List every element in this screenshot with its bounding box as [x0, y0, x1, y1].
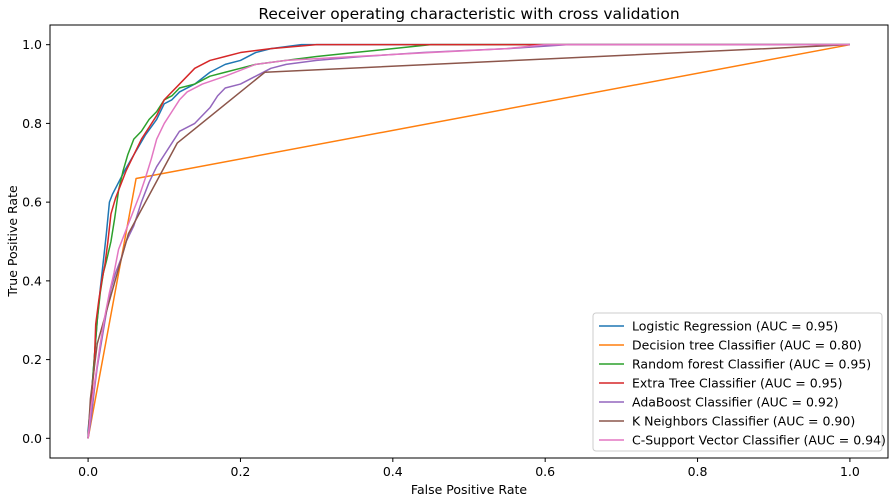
legend-entry: Decision tree Classifier (AUC = 0.80) [632, 338, 862, 353]
legend-entry: K Neighbors Classifier (AUC = 0.90) [632, 414, 855, 429]
legend-entry: Logistic Regression (AUC = 0.95) [632, 319, 838, 334]
series-line-4 [87, 43, 850, 439]
y-axis-ticks: 0.0 0.2 0.4 0.6 0.8 1.0 [22, 37, 50, 446]
y-tick-label: 0.2 [22, 352, 42, 367]
legend: Logistic Regression (AUC = 0.95) Decision… [592, 312, 886, 452]
x-tick-label: 0.6 [535, 464, 555, 479]
y-tick-label: 0.6 [22, 195, 42, 210]
y-tick-label: 0.8 [22, 116, 42, 131]
y-tick-label: 0.4 [22, 273, 42, 288]
legend-entry: Extra Tree Classifier (AUC = 0.95) [632, 376, 842, 391]
legend-entry: Random forest Classifier (AUC = 0.95) [632, 357, 871, 372]
x-tick-label: 0.8 [688, 464, 708, 479]
series-line-2 [87, 43, 851, 439]
legend-entry: C-Support Vector Classifier (AUC = 0.94) [632, 433, 886, 448]
x-tick-label: 0.4 [383, 464, 403, 479]
x-tick-label: 0.0 [78, 464, 98, 479]
x-tick-label: 0.2 [231, 464, 251, 479]
y-tick-label: 0.0 [22, 431, 42, 446]
series-lines [87, 43, 851, 439]
chart-title: Receiver operating characteristic with c… [258, 5, 679, 23]
y-tick-label: 1.0 [22, 37, 42, 52]
series-line-6 [87, 43, 850, 439]
x-axis-label: False Positive Rate [411, 482, 527, 497]
x-axis-ticks: 0.0 0.2 0.4 0.6 0.8 1.0 [78, 458, 860, 479]
legend-entry: AdaBoost Classifier (AUC = 0.92) [632, 395, 839, 410]
series-line-7 [87, 43, 850, 439]
x-tick-label: 1.0 [840, 464, 860, 479]
y-axis-label: True Positive Rate [5, 185, 20, 298]
axes-frame [49, 24, 889, 459]
legend-box [592, 312, 883, 452]
